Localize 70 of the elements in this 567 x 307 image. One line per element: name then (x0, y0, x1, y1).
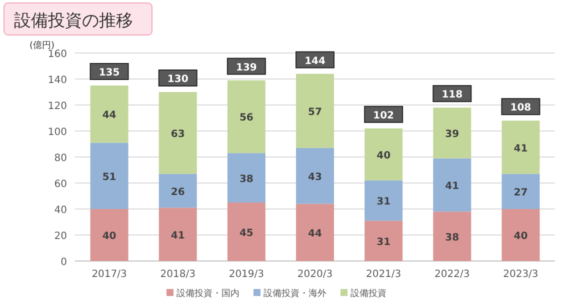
data-label: 51 (102, 172, 116, 183)
y-tick-label: 20 (54, 231, 67, 242)
data-label: 41 (514, 143, 528, 154)
data-label: 41 (170, 230, 185, 242)
data-label: 57 (308, 106, 322, 118)
bar (433, 212, 472, 261)
bar (296, 148, 334, 204)
x-tick-label: 2021/3 (366, 269, 402, 280)
data-label: 38 (239, 174, 254, 185)
bar (90, 86, 128, 143)
total-label: 130 (167, 74, 188, 85)
x-tick-label: 2022/3 (434, 269, 470, 280)
y-tick-label: 120 (48, 101, 67, 112)
total-label: 135 (98, 68, 120, 78)
total-label: 144 (304, 56, 326, 67)
x-tick-label: 2020/3 (297, 269, 333, 280)
bar (227, 80, 266, 154)
data-label: 31 (376, 236, 391, 248)
bar (296, 204, 334, 261)
bar (158, 174, 197, 208)
x-tick-label: 2019/3 (228, 269, 264, 280)
x-tick-label: 2018/3 (160, 269, 196, 280)
total-label: 118 (442, 90, 463, 101)
y-tick-label: 100 (48, 127, 67, 138)
total-label: 108 (510, 102, 532, 114)
total-label: 139 (236, 62, 257, 74)
bar (364, 180, 403, 221)
bar (433, 158, 472, 212)
bar (502, 209, 540, 261)
x-tick-label: 2017/3 (92, 269, 127, 280)
bar (90, 142, 128, 209)
data-label: 40 (102, 231, 116, 242)
y-tick-label: 40 (54, 205, 67, 216)
bar (433, 108, 472, 158)
data-label: 26 (170, 186, 185, 198)
data-label: 27 (514, 187, 528, 198)
bar (502, 120, 540, 174)
legend-label: 設備投資・海外 (264, 288, 326, 299)
bar (227, 202, 266, 261)
y-tick-label: 0 (60, 257, 67, 268)
y-tick-label: 160 (48, 49, 67, 60)
y-tick-label: 80 (54, 153, 67, 164)
legend-label: 設備投資・国内 (176, 288, 240, 299)
data-label: 39 (445, 128, 460, 140)
data-label: 45 (239, 228, 254, 239)
bar (364, 128, 403, 180)
x-tick-label: 2023/3 (503, 269, 538, 280)
data-label: 44 (308, 228, 322, 240)
bar (296, 74, 334, 148)
data-label: 31 (376, 196, 391, 208)
data-label: 44 (102, 110, 116, 122)
bar (502, 174, 540, 209)
data-label: 56 (239, 112, 254, 124)
y-tick-label: 140 (48, 75, 67, 86)
data-label: 40 (514, 231, 528, 242)
data-label: 41 (445, 180, 460, 192)
chart-title: 設備投資の推移 (14, 11, 133, 31)
bar (158, 208, 197, 261)
bar (90, 209, 128, 261)
y-axis-title: (億円) (29, 40, 55, 51)
bar (227, 153, 266, 202)
data-label: 38 (445, 232, 460, 244)
data-label: 63 (170, 128, 185, 140)
data-label: 40 (376, 150, 391, 162)
bar (364, 220, 403, 261)
legend-label: 設備投資 (350, 288, 386, 299)
data-label: 43 (308, 172, 322, 183)
y-tick-label: 60 (54, 179, 67, 190)
bar (158, 92, 197, 174)
total-label: 102 (373, 110, 394, 122)
